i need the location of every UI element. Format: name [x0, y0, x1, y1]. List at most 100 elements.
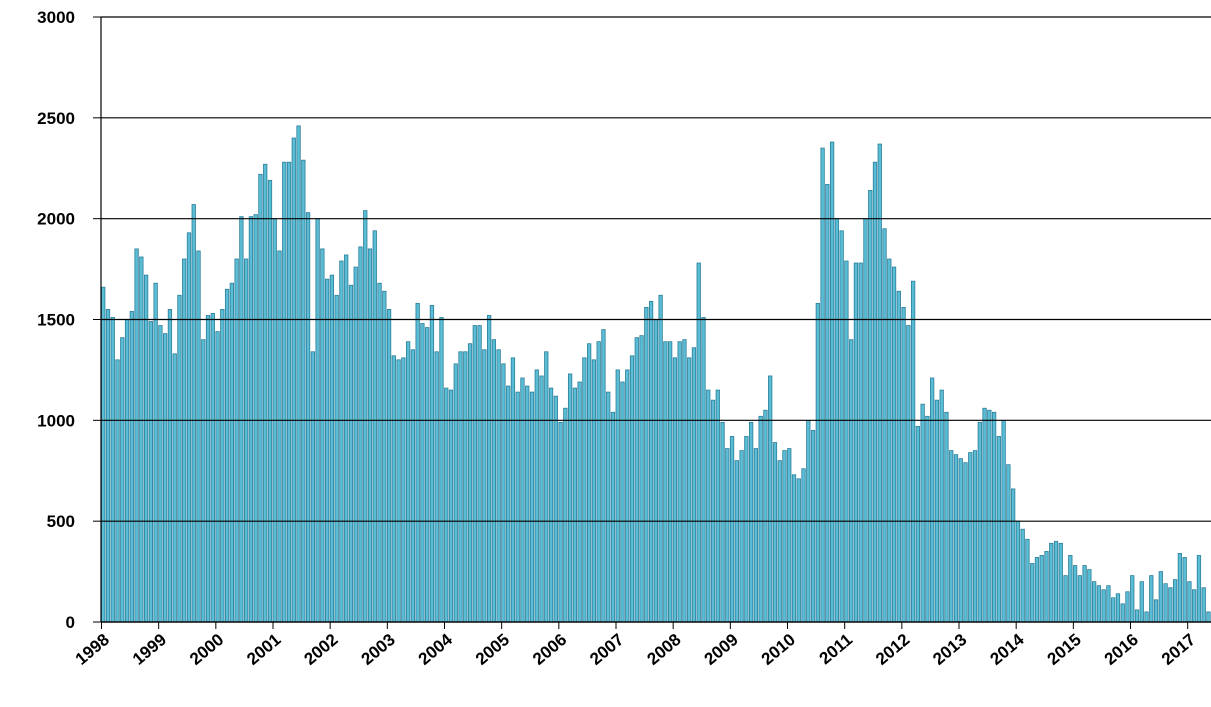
bar [691, 347, 697, 623]
bar [1034, 557, 1040, 623]
bar [558, 421, 563, 623]
bar [896, 290, 901, 623]
bar [648, 300, 654, 623]
bar [429, 304, 435, 623]
bar [167, 309, 173, 623]
bar [372, 230, 377, 623]
bar [668, 341, 673, 623]
bar [420, 323, 425, 623]
bar [1130, 575, 1135, 623]
bar [325, 278, 330, 623]
bar [768, 375, 773, 623]
y-tick-label: 1500 [37, 311, 75, 330]
bar [991, 411, 997, 623]
bar [729, 436, 735, 623]
bar [267, 179, 273, 623]
bar [839, 230, 844, 623]
bar [339, 260, 344, 623]
bar [1168, 587, 1173, 623]
bar [120, 337, 125, 623]
bar [101, 286, 106, 623]
bar [510, 357, 516, 623]
bar [963, 462, 968, 623]
bar [439, 317, 444, 623]
bar [458, 351, 463, 623]
bar [229, 282, 234, 623]
bar [634, 337, 639, 623]
bar [177, 294, 182, 623]
bar [277, 250, 282, 623]
bar [672, 357, 678, 623]
bar [115, 359, 120, 623]
bar [286, 161, 292, 623]
bar [625, 369, 630, 623]
x-tick-label: 2002 [300, 630, 341, 669]
bar [582, 357, 587, 623]
bar [1144, 611, 1149, 623]
bar [620, 381, 625, 623]
bar [105, 309, 111, 623]
bar [348, 284, 354, 623]
bar [663, 341, 668, 623]
bar [1106, 585, 1111, 623]
bar [987, 409, 992, 623]
bar [1044, 551, 1049, 623]
bar [725, 448, 730, 623]
bar [772, 442, 778, 623]
bar [415, 302, 420, 623]
bar [467, 343, 473, 623]
bar [591, 359, 597, 623]
bar [567, 373, 573, 623]
bar [825, 183, 830, 623]
bar [224, 288, 230, 623]
bar [891, 266, 897, 623]
bar [182, 258, 187, 623]
bar [139, 256, 144, 623]
bar [129, 311, 134, 623]
bar [1172, 579, 1178, 623]
bar [1072, 565, 1078, 623]
bar [396, 359, 401, 623]
bar [1201, 587, 1206, 623]
bar [134, 248, 139, 623]
bar [763, 409, 768, 623]
bar [887, 258, 892, 623]
bar [205, 315, 211, 623]
bar [553, 395, 558, 623]
x-tick-label: 2012 [872, 630, 913, 669]
bar [696, 262, 701, 623]
bar [910, 280, 916, 623]
bar [858, 262, 863, 623]
bar [110, 317, 115, 623]
bar [596, 341, 601, 623]
bar [1163, 583, 1168, 623]
bar [920, 403, 925, 623]
bar [124, 319, 130, 623]
bar [220, 309, 225, 623]
x-tick-label: 2008 [643, 630, 684, 669]
bar [425, 327, 430, 623]
bar [377, 282, 382, 623]
bar [1196, 555, 1202, 623]
bar [382, 290, 387, 623]
bar [1101, 589, 1106, 623]
bar [239, 216, 244, 623]
bar [801, 468, 806, 623]
bar [601, 329, 606, 623]
bar [263, 163, 268, 623]
bar [320, 248, 325, 623]
bar [996, 436, 1001, 623]
bar [434, 351, 439, 623]
bar [386, 309, 392, 623]
bar [930, 377, 935, 623]
bar [787, 448, 792, 623]
bar [1006, 464, 1011, 623]
bar [844, 260, 849, 623]
bar [201, 339, 206, 623]
bar [296, 125, 301, 623]
bar [186, 232, 192, 623]
bar [1149, 575, 1154, 623]
bar [534, 369, 539, 623]
bar [463, 351, 468, 623]
bar [958, 458, 963, 623]
